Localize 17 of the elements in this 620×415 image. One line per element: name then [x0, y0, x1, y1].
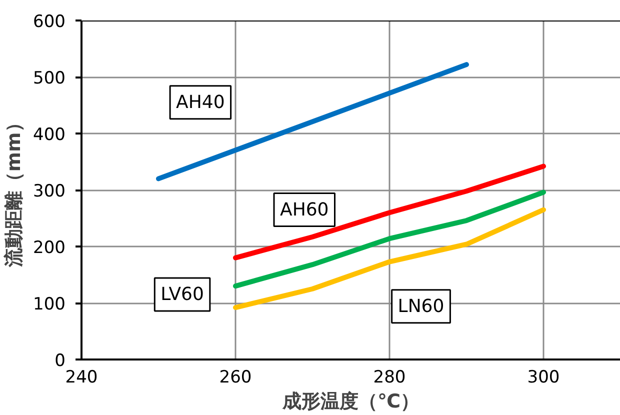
x-tick-label: 260 — [219, 368, 252, 388]
series-label: LN60 — [398, 296, 444, 317]
y-tick-label: 200 — [33, 238, 66, 258]
y-tick-label: 100 — [33, 294, 66, 314]
y-axis-title: 流動距離（mm） — [3, 113, 26, 268]
y-tick-label: 600 — [33, 12, 66, 32]
series-label: AH60 — [280, 199, 329, 220]
text: AH40 — [176, 92, 225, 113]
y-tick-label: 500 — [33, 68, 66, 88]
x-tick-label: 240 — [65, 368, 98, 388]
y-tick-label: 300 — [33, 182, 66, 202]
x-axis-title: 成形温度（℃） — [281, 390, 420, 412]
x-tick-label: 300 — [527, 368, 560, 388]
series-label: LV60 — [160, 284, 204, 306]
y-tick-label: 0 — [54, 351, 66, 371]
y-tick-label: 400 — [33, 125, 66, 145]
x-tick-label: 280 — [373, 368, 406, 388]
